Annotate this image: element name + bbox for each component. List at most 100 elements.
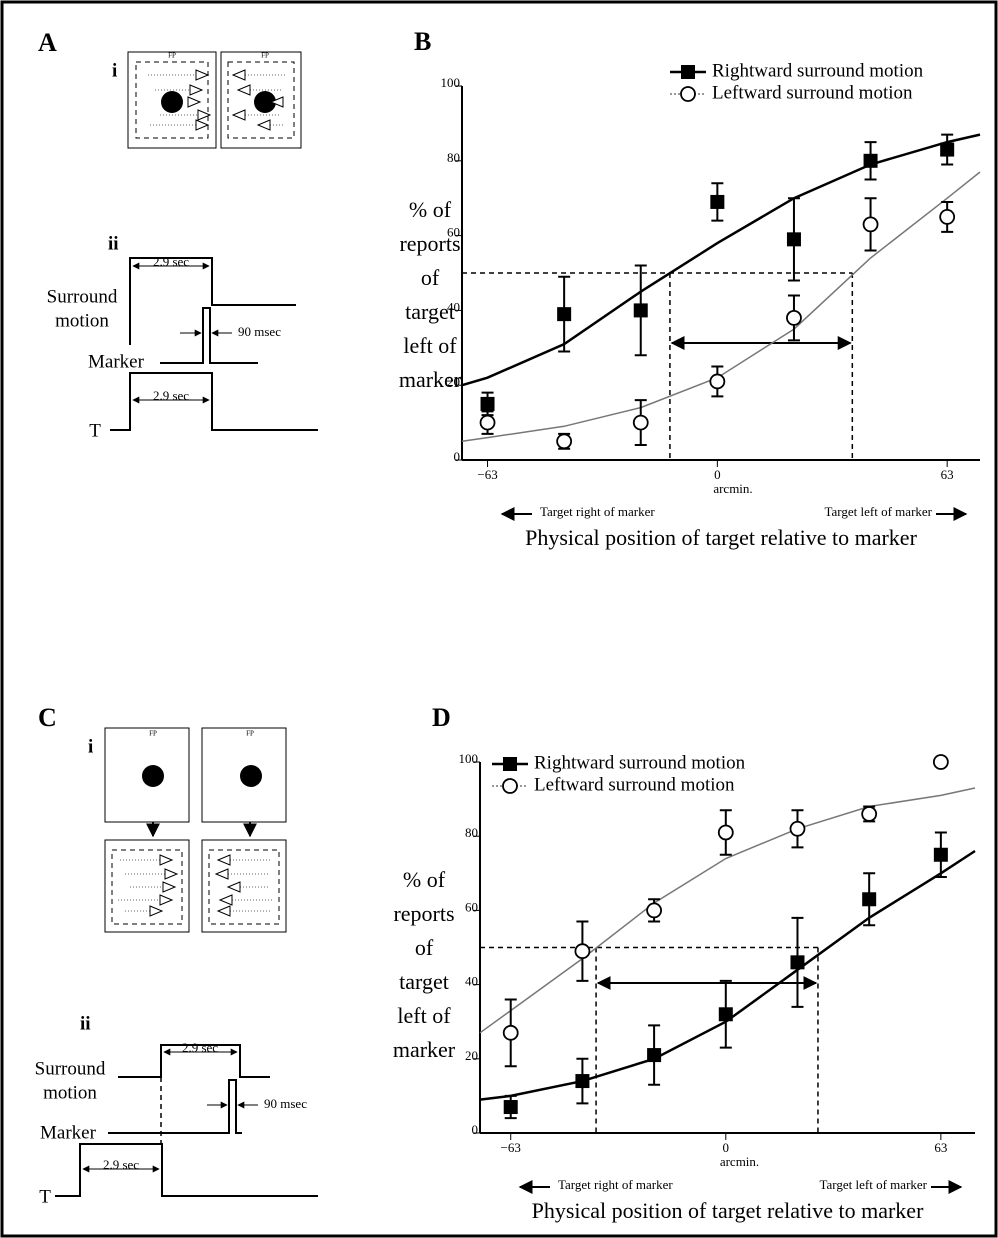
data-point (633, 303, 648, 318)
sub-label: i (112, 60, 117, 81)
y-axis-label: % of (403, 867, 446, 892)
pulse-label: 90 msec (264, 1096, 307, 1111)
data-point (862, 892, 877, 907)
chart: D 0 20 40 60 80 100 −63 0 63 arcmin. Target right o… (393, 703, 976, 1223)
legend-label: Rightward surround motion (534, 752, 746, 773)
target-dot (254, 91, 276, 113)
direction-label: Target right of marker (558, 1177, 673, 1192)
legend-marker (680, 86, 696, 102)
y-axis-label: of (421, 265, 440, 290)
marker-trace (160, 307, 258, 364)
stimulus-box (104, 839, 190, 933)
data-point (789, 820, 806, 837)
motion-arrows (148, 69, 285, 131)
direction-label: Target left of marker (820, 1177, 928, 1192)
pulse-label: 90 msec (238, 324, 281, 339)
stimulus-box (104, 727, 190, 823)
x-tick-label: 63 (934, 1140, 947, 1155)
sub-label: ii (80, 1013, 91, 1034)
y-tick-label: 40 (447, 299, 460, 314)
x-tick-label: −63 (501, 1140, 521, 1155)
surround-trace (118, 1044, 270, 1078)
data-point (790, 955, 805, 970)
legend-marker (502, 778, 518, 794)
panel-letter: C (38, 703, 57, 732)
trace-label: motion (55, 310, 109, 331)
data-point (479, 414, 496, 431)
duration-label: 2.9 sec (103, 1157, 139, 1172)
legend-label: Rightward surround motion (712, 60, 924, 81)
trace-label: Surround (47, 286, 118, 307)
panel-c: C i FP FP ii 2.9 sec Surround motion 90 … (35, 703, 318, 1207)
y-axis-label: reports (393, 901, 454, 926)
stimulus-box (201, 727, 287, 823)
panel-a: A i FP FP ii 2.9 sec Surround motion 90 … (38, 28, 318, 441)
stimulus-box (220, 51, 302, 149)
y-axis-label: left of (403, 333, 457, 358)
y-tick-label: 100 (441, 75, 461, 90)
x-unit-label: arcmin. (713, 481, 752, 496)
y-tick-label: 80 (447, 150, 460, 165)
y-tick-label: 20 (465, 1048, 478, 1063)
data-point (933, 847, 948, 862)
fit-curve (461, 133, 981, 387)
data-point (718, 1007, 733, 1022)
x-tick-label: −63 (477, 467, 497, 482)
y-axis-label: reports (399, 231, 460, 256)
stimulus-box (127, 51, 217, 149)
legend-label: Leftward surround motion (712, 82, 913, 103)
y-tick-label: 20 (447, 374, 460, 389)
legend-marker (681, 65, 695, 79)
panel-letter: D (432, 703, 451, 732)
trace-label: Marker (88, 351, 145, 372)
data-point (557, 307, 572, 322)
data-point (939, 208, 956, 225)
legend-label: Leftward surround motion (534, 774, 735, 795)
data-point (709, 373, 726, 390)
surround-region (227, 61, 295, 139)
data-point (556, 433, 573, 450)
trace-label: T (89, 420, 101, 441)
y-tick-label: 80 (465, 825, 478, 840)
trace-label: T (39, 1186, 51, 1207)
y-axis-label: target (399, 969, 449, 994)
data-point (717, 824, 734, 841)
y-tick-label: 100 (459, 751, 479, 766)
chart: B 0 20 40 60 80 100 −63 0 63 arcmin. Target right o… (399, 27, 981, 550)
y-tick-label: 40 (465, 974, 478, 989)
direction-label: Target left of marker (825, 504, 933, 519)
data-point (503, 1100, 518, 1115)
stimulus-box (201, 839, 287, 933)
sub-label: ii (108, 233, 119, 254)
y-axis-label: of (415, 935, 434, 960)
y-tick-label: 60 (447, 225, 460, 240)
data-point (932, 754, 949, 770)
fit-curve (479, 787, 976, 1034)
target-trace (55, 1143, 318, 1197)
y-tick-label: 0 (472, 1122, 479, 1137)
data-point (480, 396, 495, 411)
data-point (632, 414, 649, 431)
data-point (940, 142, 955, 157)
trace-label: Surround (35, 1058, 106, 1079)
legend-marker (503, 757, 517, 771)
duration-label: 2.9 sec (153, 254, 189, 269)
panel-letter: A (38, 28, 57, 57)
target-dot (161, 91, 183, 113)
x-unit-label: arcmin. (720, 1154, 759, 1169)
y-axis-label: % of (409, 197, 452, 222)
y-axis-label: target (405, 299, 455, 324)
panel-letter: B (414, 27, 431, 56)
fit-curve (479, 849, 976, 1101)
data-point (647, 1048, 662, 1063)
x-tick-label: 0 (723, 1140, 730, 1155)
direction-label: Target right of marker (540, 504, 655, 519)
target-trace (110, 372, 318, 431)
x-tick-label: 0 (714, 467, 721, 482)
data-point (502, 1024, 519, 1041)
x-axis-label: Physical position of target relative to … (532, 1198, 924, 1223)
fixation-label: FP (149, 730, 157, 738)
data-point (710, 194, 725, 209)
